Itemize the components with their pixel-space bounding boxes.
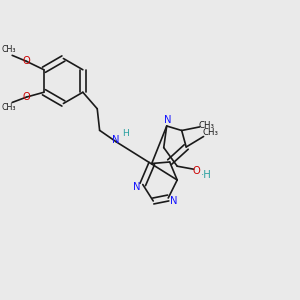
- Text: N: N: [164, 115, 172, 125]
- Text: O: O: [23, 92, 30, 102]
- Text: O: O: [23, 56, 30, 66]
- Text: N: N: [112, 135, 120, 145]
- Text: CH₃: CH₃: [199, 121, 215, 130]
- Text: CH₃: CH₃: [203, 128, 219, 137]
- Text: N: N: [170, 196, 177, 206]
- Text: N: N: [133, 182, 140, 192]
- Text: O: O: [192, 166, 200, 176]
- Text: CH₃: CH₃: [2, 103, 16, 112]
- Text: H: H: [122, 130, 128, 139]
- Text: CH₃: CH₃: [2, 45, 16, 54]
- Text: ·H: ·H: [201, 169, 211, 180]
